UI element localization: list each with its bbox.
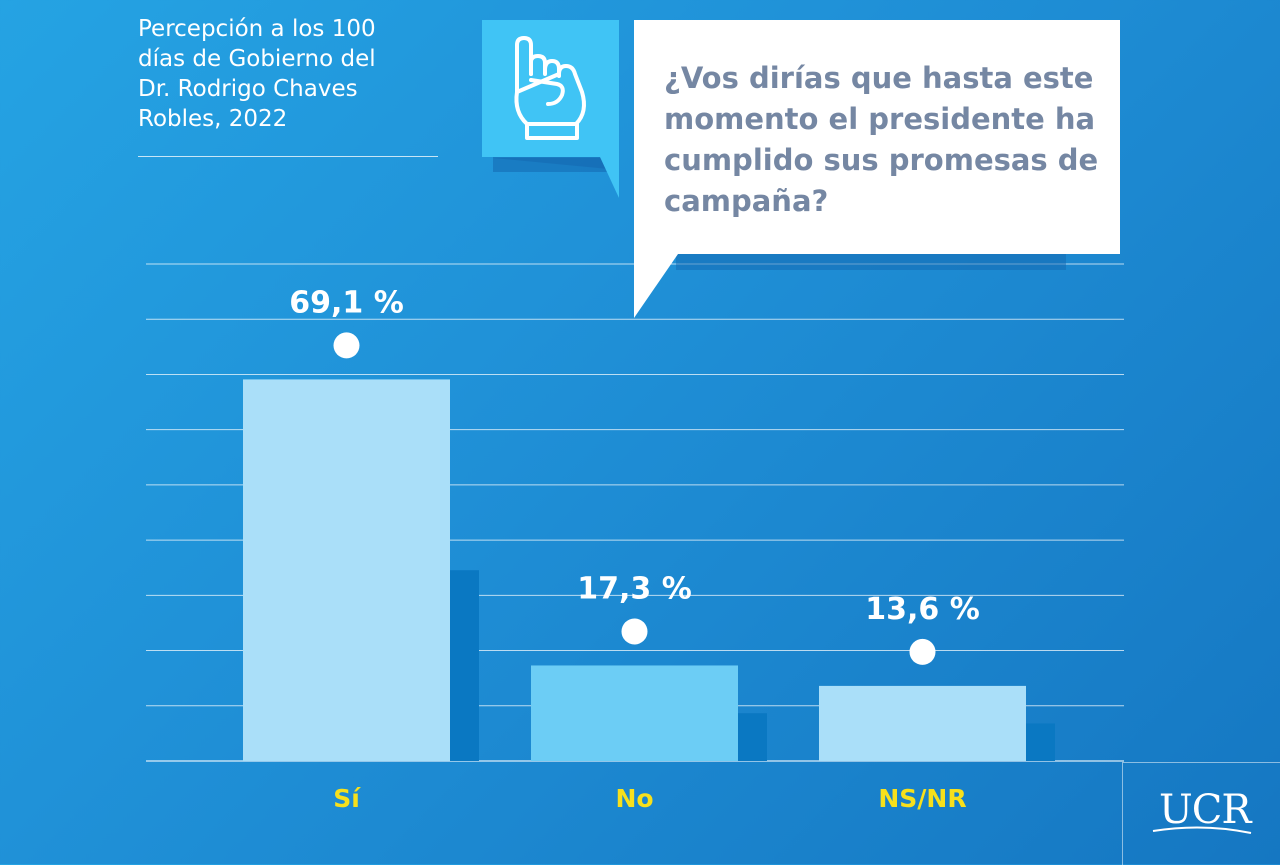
chart-subtitle: Percepción a los 100 días de Gobierno de… (138, 16, 376, 132)
bar-shadow (1026, 723, 1055, 761)
ucr-logo: UCR (1122, 762, 1280, 865)
markers (333, 332, 936, 665)
raised-fist-pointing-up-icon (514, 36, 586, 140)
category-label: No (615, 784, 653, 813)
category-label: Sí (333, 784, 361, 813)
value-label: 69,1 % (289, 285, 404, 320)
bar-3 (819, 685, 1026, 761)
bar-1 (243, 379, 450, 761)
logo-text: UCR (1159, 787, 1251, 833)
question-icon-box (482, 20, 619, 198)
category-label: NS/NR (878, 784, 966, 813)
category-labels: Sí No NS/NR (333, 784, 966, 813)
bars (243, 379, 1055, 761)
bar-shadow (738, 713, 767, 761)
value-label: 17,3 % (577, 571, 692, 606)
bar-shadow (450, 570, 479, 761)
value-label: 13,6 % (865, 592, 980, 627)
subtitle-divider (138, 156, 438, 157)
question-bubble (634, 20, 1120, 318)
value-labels: 69,1 % 17,3 % 13,6 % (289, 285, 980, 626)
value-marker (621, 618, 648, 645)
value-marker (333, 332, 360, 359)
bar-2 (531, 665, 738, 761)
value-marker (909, 638, 936, 665)
question-text: ¿Vos dirías que hasta este momento el pr… (664, 61, 1099, 218)
